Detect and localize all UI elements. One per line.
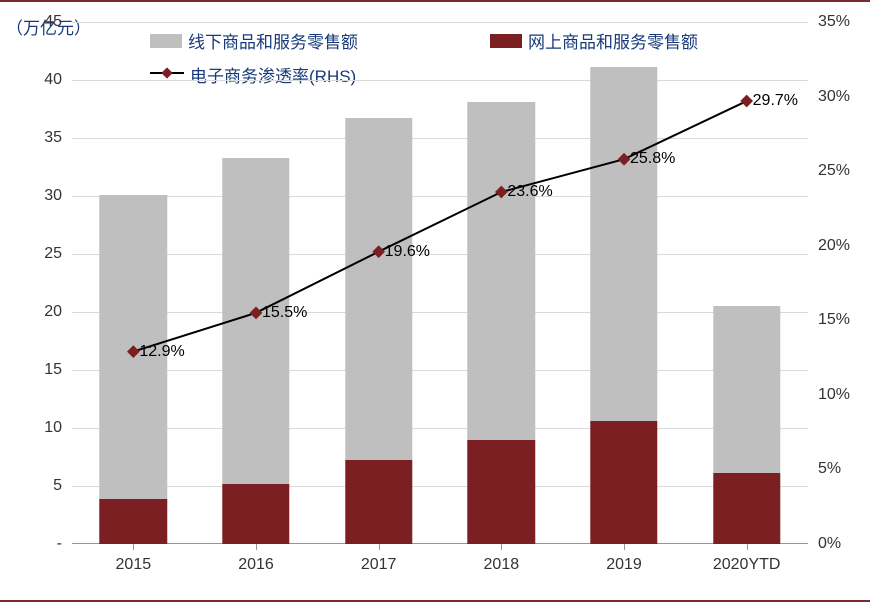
y-right-tick-label: 5% (818, 460, 841, 478)
line-marker (618, 153, 631, 166)
x-tick-mark (256, 544, 257, 550)
y-left-tick-label: 45 (22, 13, 62, 31)
line-data-label: 29.7% (753, 92, 798, 110)
y-left-tick-label: 20 (22, 303, 62, 321)
line-data-label: 12.9% (139, 343, 184, 361)
line-marker (740, 95, 753, 108)
x-tick-mark (379, 544, 380, 550)
line-data-label: 19.6% (385, 243, 430, 261)
y-left-tick-label: 5 (22, 477, 62, 495)
y-left-tick-label: 35 (22, 129, 62, 147)
x-category-label: 2016 (238, 556, 274, 574)
x-tick-mark (747, 544, 748, 550)
y-right-tick-label: 25% (818, 162, 850, 180)
x-tick-mark (133, 544, 134, 550)
y-right-tick-label: 35% (818, 13, 850, 31)
line-marker (372, 245, 385, 258)
x-category-label: 2020YTD (713, 556, 781, 574)
y-right-tick-label: 20% (818, 237, 850, 255)
x-tick-mark (501, 544, 502, 550)
line-marker (495, 186, 508, 199)
x-category-label: 2018 (484, 556, 520, 574)
y-right-tick-label: 10% (818, 386, 850, 404)
line-data-label: 15.5% (262, 304, 307, 322)
outer-top-border (0, 0, 870, 2)
y-right-tick-label: 15% (818, 311, 850, 329)
x-tick-mark (624, 544, 625, 550)
y-left-tick-label: 40 (22, 71, 62, 89)
penetration-line (133, 101, 746, 352)
x-category-label: 2017 (361, 556, 397, 574)
line-series-layer (72, 22, 808, 544)
y-left-tick-label: 30 (22, 187, 62, 205)
y-right-tick-label: 30% (818, 88, 850, 106)
line-data-label: 25.8% (630, 150, 675, 168)
y-left-tick-label: 25 (22, 245, 62, 263)
y-left-tick-label: 15 (22, 361, 62, 379)
plot-area: -510152025303540450%5%10%15%20%25%30%35%… (72, 22, 808, 544)
line-marker (127, 345, 140, 358)
line-marker (250, 306, 263, 319)
retail-ecommerce-chart: （万亿元） 线下商品和服务零售额 网上商品和服务零售额 电子商务渗透率(RHS)… (0, 0, 870, 602)
line-data-label: 23.6% (507, 183, 552, 201)
y-left-tick-label: - (22, 535, 62, 553)
x-category-label: 2019 (606, 556, 642, 574)
y-right-tick-label: 0% (818, 535, 841, 553)
y-left-tick-label: 10 (22, 419, 62, 437)
x-category-label: 2015 (116, 556, 152, 574)
